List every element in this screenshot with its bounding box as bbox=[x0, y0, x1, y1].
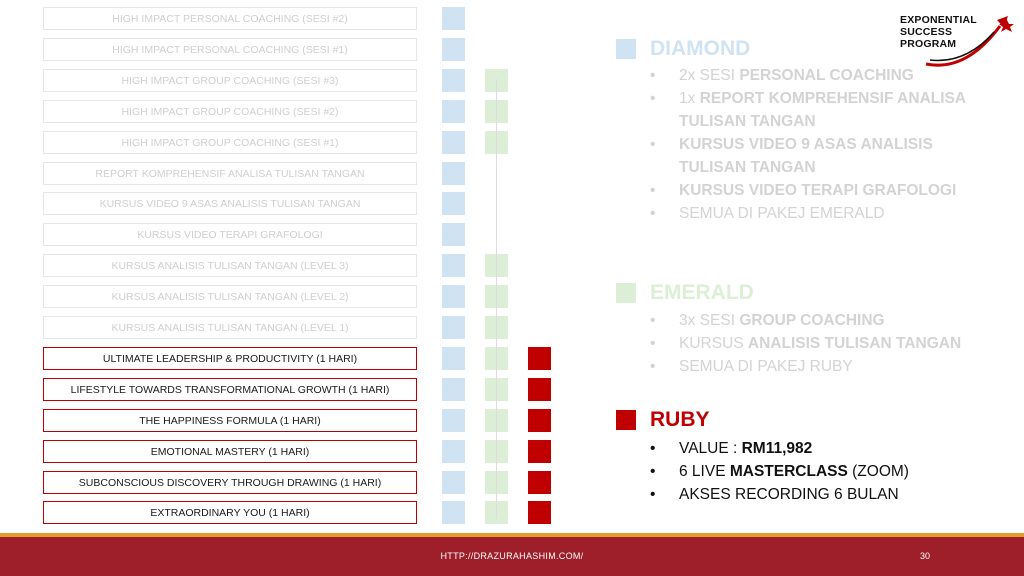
ruby-benefit-item: AKSES RECORDING 6 BULAN bbox=[650, 483, 990, 506]
benefit-text: 2x SESI bbox=[679, 67, 740, 84]
benefit-bold-text: ANALISIS TULISAN TANGAN bbox=[747, 335, 962, 352]
benefit-bold-text: MASTERCLASS bbox=[729, 463, 848, 480]
logo-line3: PROGRAM bbox=[900, 38, 957, 50]
footer-url-link[interactable]: HTTP://DRAZURAHASHIM.COM/ bbox=[440, 551, 584, 561]
table-row: HIGH IMPACT GROUP COACHING (SESI #3) bbox=[43, 69, 417, 92]
benefit-bold-text: REPORT KOMPREHENSIF ANALISA TULISAN TANG… bbox=[679, 90, 966, 130]
ruby-marker bbox=[528, 378, 551, 401]
logo-line1: EXPONENTIAL bbox=[900, 14, 977, 26]
diamond-marker bbox=[442, 409, 465, 432]
footer-bar: HTTP://DRAZURAHASHIM.COM/ 30 bbox=[0, 537, 1024, 576]
logo-line2: SUCCESS bbox=[900, 26, 953, 38]
table-row: THE HAPPINESS FORMULA (1 HARI) bbox=[43, 409, 417, 432]
ruby-marker bbox=[528, 409, 551, 432]
table-row: KURSUS ANALISIS TULISAN TANGAN (LEVEL 2) bbox=[43, 285, 417, 308]
diamond-marker bbox=[442, 162, 465, 185]
diamond-marker bbox=[442, 378, 465, 401]
table-row: SUBCONSCIOUS DISCOVERY THROUGH DRAWING (… bbox=[43, 471, 417, 494]
page-number: 30 bbox=[920, 551, 931, 561]
benefit-text: 6 LIVE bbox=[679, 463, 730, 480]
ruby-title: RUBY bbox=[650, 408, 710, 431]
table-row: HIGH IMPACT GROUP COACHING (SESI #1) bbox=[43, 131, 417, 154]
table-row: KURSUS ANALISIS TULISAN TANGAN (LEVEL 3) bbox=[43, 254, 417, 277]
diamond-marker bbox=[442, 347, 465, 370]
benefit-text: KURSUS bbox=[679, 335, 748, 352]
benefit-text: 1x bbox=[679, 90, 700, 107]
table-row: LIFESTYLE TOWARDS TRANSFORMATIONAL GROWT… bbox=[43, 378, 417, 401]
diamond-marker bbox=[442, 471, 465, 494]
diamond-marker bbox=[442, 501, 465, 524]
table-row: EMOTIONAL MASTERY (1 HARI) bbox=[43, 440, 417, 463]
diamond-marker bbox=[442, 316, 465, 339]
emerald-benefits-list: 3x SESI GROUP COACHINGKURSUS ANALISIS TU… bbox=[650, 309, 990, 378]
table-row: KURSUS VIDEO 9 ASAS ANALISIS TULISAN TAN… bbox=[43, 192, 417, 215]
diamond-marker bbox=[442, 38, 465, 61]
ruby-legend-square bbox=[616, 410, 636, 430]
swoosh-arrow-icon bbox=[925, 16, 1014, 67]
table-row: HIGH IMPACT GROUP COACHING (SESI #2) bbox=[43, 100, 417, 123]
table-row: KURSUS ANALISIS TULISAN TANGAN (LEVEL 1) bbox=[43, 316, 417, 339]
diamond-marker bbox=[442, 254, 465, 277]
table-row: EXTRAORDINARY YOU (1 HARI) bbox=[43, 501, 417, 524]
benefit-suffix-text: (ZOOM) bbox=[847, 463, 909, 480]
ruby-benefit-item: 6 LIVE MASTERCLASS (ZOOM) bbox=[650, 460, 990, 483]
ruby-marker bbox=[528, 440, 551, 463]
emerald-benefit-item: 3x SESI GROUP COACHING bbox=[650, 309, 990, 332]
emerald-benefit-item: SEMUA DI PAKEJ RUBY bbox=[650, 355, 990, 378]
benefit-text: VALUE : bbox=[679, 440, 742, 457]
diamond-legend-square bbox=[616, 39, 636, 59]
benefit-bold-text: KURSUS VIDEO 9 ASAS ANALISIS TULISAN TAN… bbox=[679, 136, 933, 176]
table-row: REPORT KOMPREHENSIF ANALISA TULISAN TANG… bbox=[43, 162, 417, 185]
ruby-marker bbox=[528, 471, 551, 494]
table-row: HIGH IMPACT PERSONAL COACHING (SESI #1) bbox=[43, 38, 417, 61]
diamond-marker bbox=[442, 223, 465, 246]
benefit-bold-text: RM11,982 bbox=[741, 440, 813, 457]
benefit-bold-text: PERSONAL COACHING bbox=[739, 67, 914, 84]
benefit-text: SEMUA DI PAKEJ RUBY bbox=[679, 358, 853, 375]
diamond-benefits-list: 2x SESI PERSONAL COACHING1x REPORT KOMPR… bbox=[650, 64, 980, 225]
diamond-benefit-item: SEMUA DI PAKEJ EMERALD bbox=[650, 202, 980, 225]
benefit-text: 3x SESI bbox=[679, 312, 740, 329]
ruby-benefits-list: VALUE : RM11,9826 LIVE MASTERCLASS (ZOOM… bbox=[650, 437, 990, 506]
diamond-marker bbox=[442, 285, 465, 308]
benefit-bold-text: GROUP COACHING bbox=[739, 312, 885, 329]
diamond-marker bbox=[442, 100, 465, 123]
ruby-marker bbox=[528, 501, 551, 524]
diamond-marker bbox=[442, 440, 465, 463]
diamond-marker bbox=[442, 7, 465, 30]
ruby-marker bbox=[528, 347, 551, 370]
diamond-benefit-item: 1x REPORT KOMPREHENSIF ANALISA TULISAN T… bbox=[650, 87, 980, 133]
diamond-benefit-item: 2x SESI PERSONAL COACHING bbox=[650, 64, 980, 87]
diamond-benefit-item: KURSUS VIDEO TERAPI GRAFOLOGI bbox=[650, 179, 980, 202]
benefit-text: AKSES RECORDING 6 BULAN bbox=[679, 486, 899, 503]
footer-stripe bbox=[0, 533, 1024, 537]
table-row: KURSUS VIDEO TERAPI GRAFOLOGI bbox=[43, 223, 417, 246]
diamond-marker bbox=[442, 192, 465, 215]
benefit-bold-text: KURSUS VIDEO TERAPI GRAFOLOGI bbox=[679, 182, 957, 199]
ruby-benefit-item: VALUE : RM11,982 bbox=[650, 437, 990, 460]
table-row: ULTIMATE LEADERSHIP & PRODUCTIVITY (1 HA… bbox=[43, 347, 417, 370]
emerald-connector-line bbox=[496, 79, 497, 519]
diamond-marker bbox=[442, 131, 465, 154]
diamond-benefit-item: KURSUS VIDEO 9 ASAS ANALISIS TULISAN TAN… bbox=[650, 133, 980, 179]
diamond-marker bbox=[442, 69, 465, 92]
emerald-legend-square bbox=[616, 283, 636, 303]
exponential-success-logo: EXPONENTIAL SUCCESS PROGRAM bbox=[896, 12, 1014, 70]
diamond-title: DIAMOND bbox=[650, 37, 751, 60]
table-row: HIGH IMPACT PERSONAL COACHING (SESI #2) bbox=[43, 7, 417, 30]
benefit-text: SEMUA DI PAKEJ EMERALD bbox=[679, 205, 885, 222]
emerald-title: EMERALD bbox=[650, 281, 754, 304]
emerald-benefit-item: KURSUS ANALISIS TULISAN TANGAN bbox=[650, 332, 990, 355]
